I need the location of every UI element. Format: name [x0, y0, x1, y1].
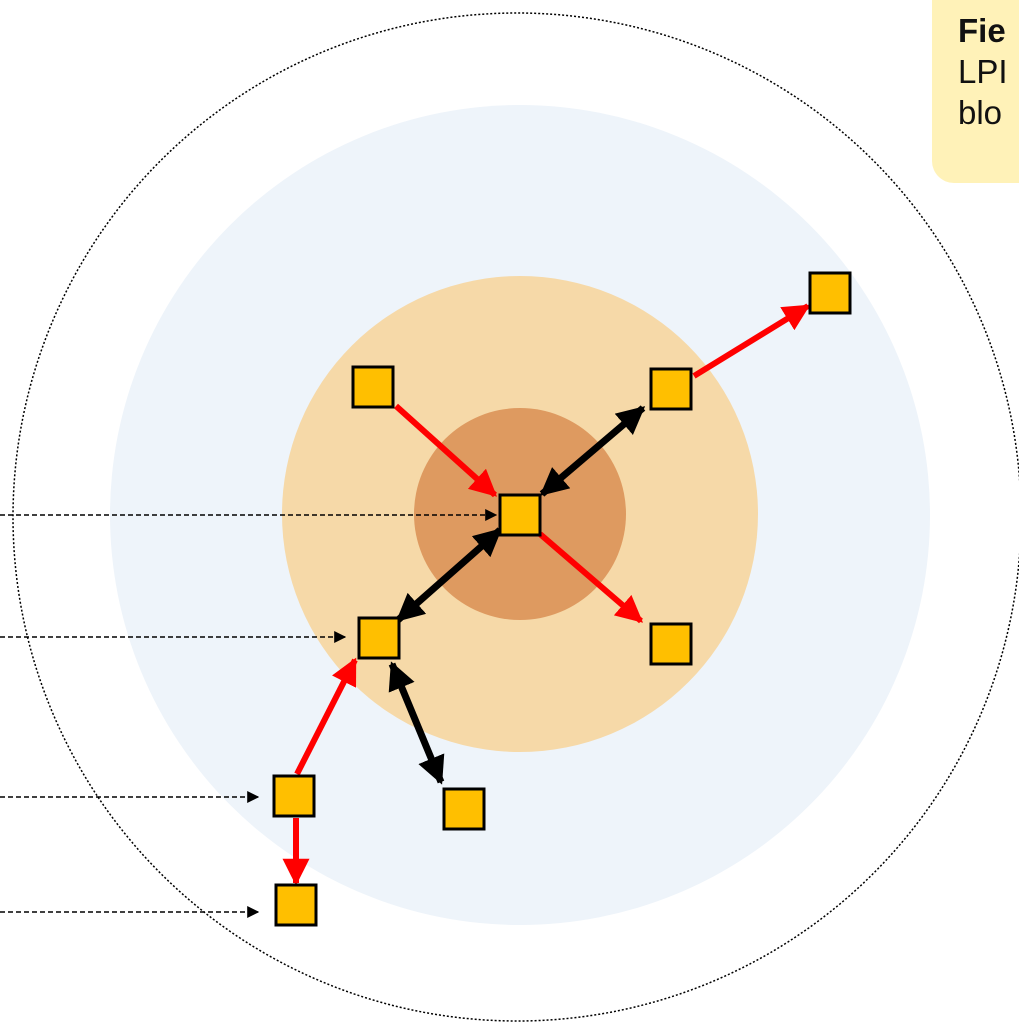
node-lowest: [274, 883, 318, 927]
red-arrow-center-to-right: [538, 531, 644, 624]
red-arrow-bottom-to-left: [294, 657, 358, 776]
callout-line-2: blo: [958, 94, 1003, 131]
node-top-right: [649, 367, 693, 411]
node-left: [357, 616, 401, 660]
black-arrow-center-left: [395, 527, 503, 623]
callout-line-1: LPI: [958, 53, 1008, 90]
node-right: [649, 622, 693, 666]
black-arrow-center-topright: [539, 405, 646, 497]
node-top-left: [351, 365, 395, 409]
node-bottom-middle: [442, 787, 486, 831]
red-arrow-topright-to-far: [692, 303, 811, 379]
black-arrow-left-bottom: [388, 661, 445, 785]
callout-title: Fie: [958, 12, 1006, 49]
red-arrow-topleft-to-center: [393, 403, 498, 498]
callout-box: Fie LPI blo: [932, 0, 1019, 183]
node-far-top-right: [808, 271, 852, 315]
node-bottom-left: [272, 774, 316, 818]
node-center: [498, 493, 542, 537]
